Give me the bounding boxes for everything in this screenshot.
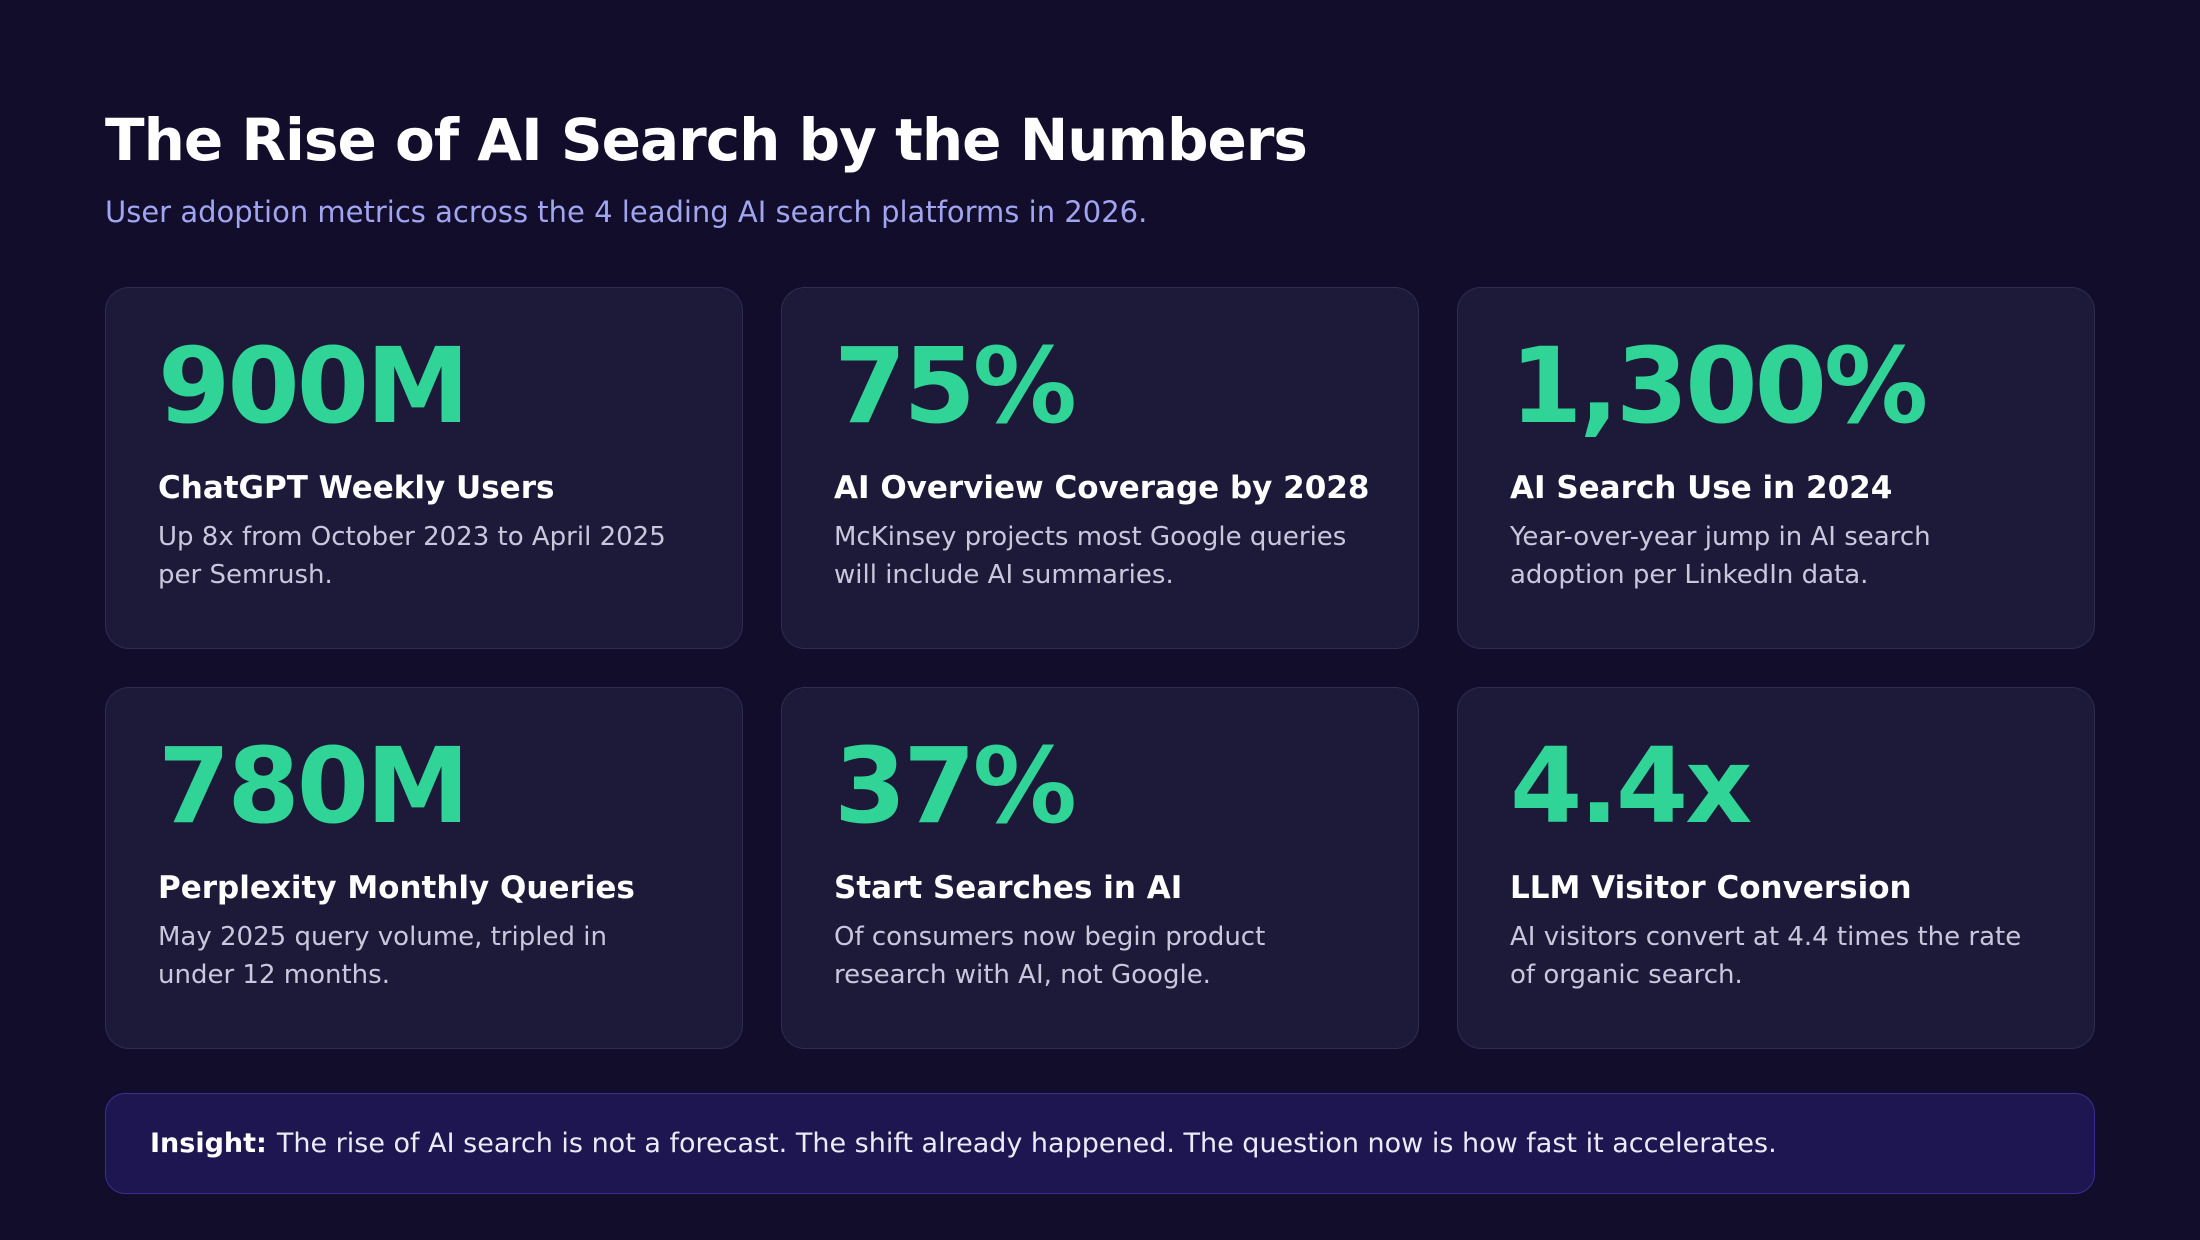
insight-text: The rise of AI search is not a forecast.… <box>276 1128 1777 1159</box>
stat-card-ai-search-use: 1,300% AI Search Use in 2024 Year-over-y… <box>1457 287 2095 649</box>
stat-description: May 2025 query volume, tripled in under … <box>158 922 607 990</box>
stat-label: AI Overview Coverage by 2028 <box>834 470 1370 506</box>
page-title: The Rise of AI Search by the Numbers <box>105 106 1308 174</box>
stat-value: 1,300% <box>1510 325 1928 447</box>
stats-grid: 900M ChatGPT Weekly Users Up 8x from Oct… <box>105 287 2095 1049</box>
stat-label: Perplexity Monthly Queries <box>158 870 635 906</box>
stat-label: LLM Visitor Conversion <box>1510 870 1912 906</box>
stat-description: Of consumers now begin product research … <box>834 922 1266 990</box>
stat-card-perplexity-queries: 780M Perplexity Monthly Queries May 2025… <box>105 687 743 1049</box>
insight-label: Insight: <box>150 1128 267 1159</box>
stat-value: 900M <box>158 325 470 447</box>
stat-card-llm-conversion: 4.4x LLM Visitor Conversion AI visitors … <box>1457 687 2095 1049</box>
stat-value: 75% <box>834 325 1077 447</box>
stat-description: Up 8x from October 2023 to April 2025 pe… <box>158 522 666 590</box>
stat-card-chatgpt-users: 900M ChatGPT Weekly Users Up 8x from Oct… <box>105 287 743 649</box>
stat-value: 780M <box>158 725 470 847</box>
stat-label: AI Search Use in 2024 <box>1510 470 1893 506</box>
stat-value: 4.4x <box>1510 725 1752 847</box>
infographic: The Rise of AI Search by the Numbers Use… <box>105 0 2095 1240</box>
stat-description: McKinsey projects most Google queries wi… <box>834 522 1347 590</box>
stat-card-start-searches: 37% Start Searches in AI Of consumers no… <box>781 687 1419 1049</box>
stat-value: 37% <box>834 725 1077 847</box>
insight-banner: Insight: The rise of AI search is not a … <box>105 1093 2095 1194</box>
stat-label: ChatGPT Weekly Users <box>158 470 555 506</box>
stat-description: AI visitors convert at 4.4 times the rat… <box>1510 922 2022 990</box>
stat-label: Start Searches in AI <box>834 870 1183 906</box>
page-subtitle: User adoption metrics across the 4 leadi… <box>105 195 1148 229</box>
stat-description: Year-over-year jump in AI search adoptio… <box>1510 522 1931 590</box>
stat-card-ai-overview-coverage: 75% AI Overview Coverage by 2028 McKinse… <box>781 287 1419 649</box>
